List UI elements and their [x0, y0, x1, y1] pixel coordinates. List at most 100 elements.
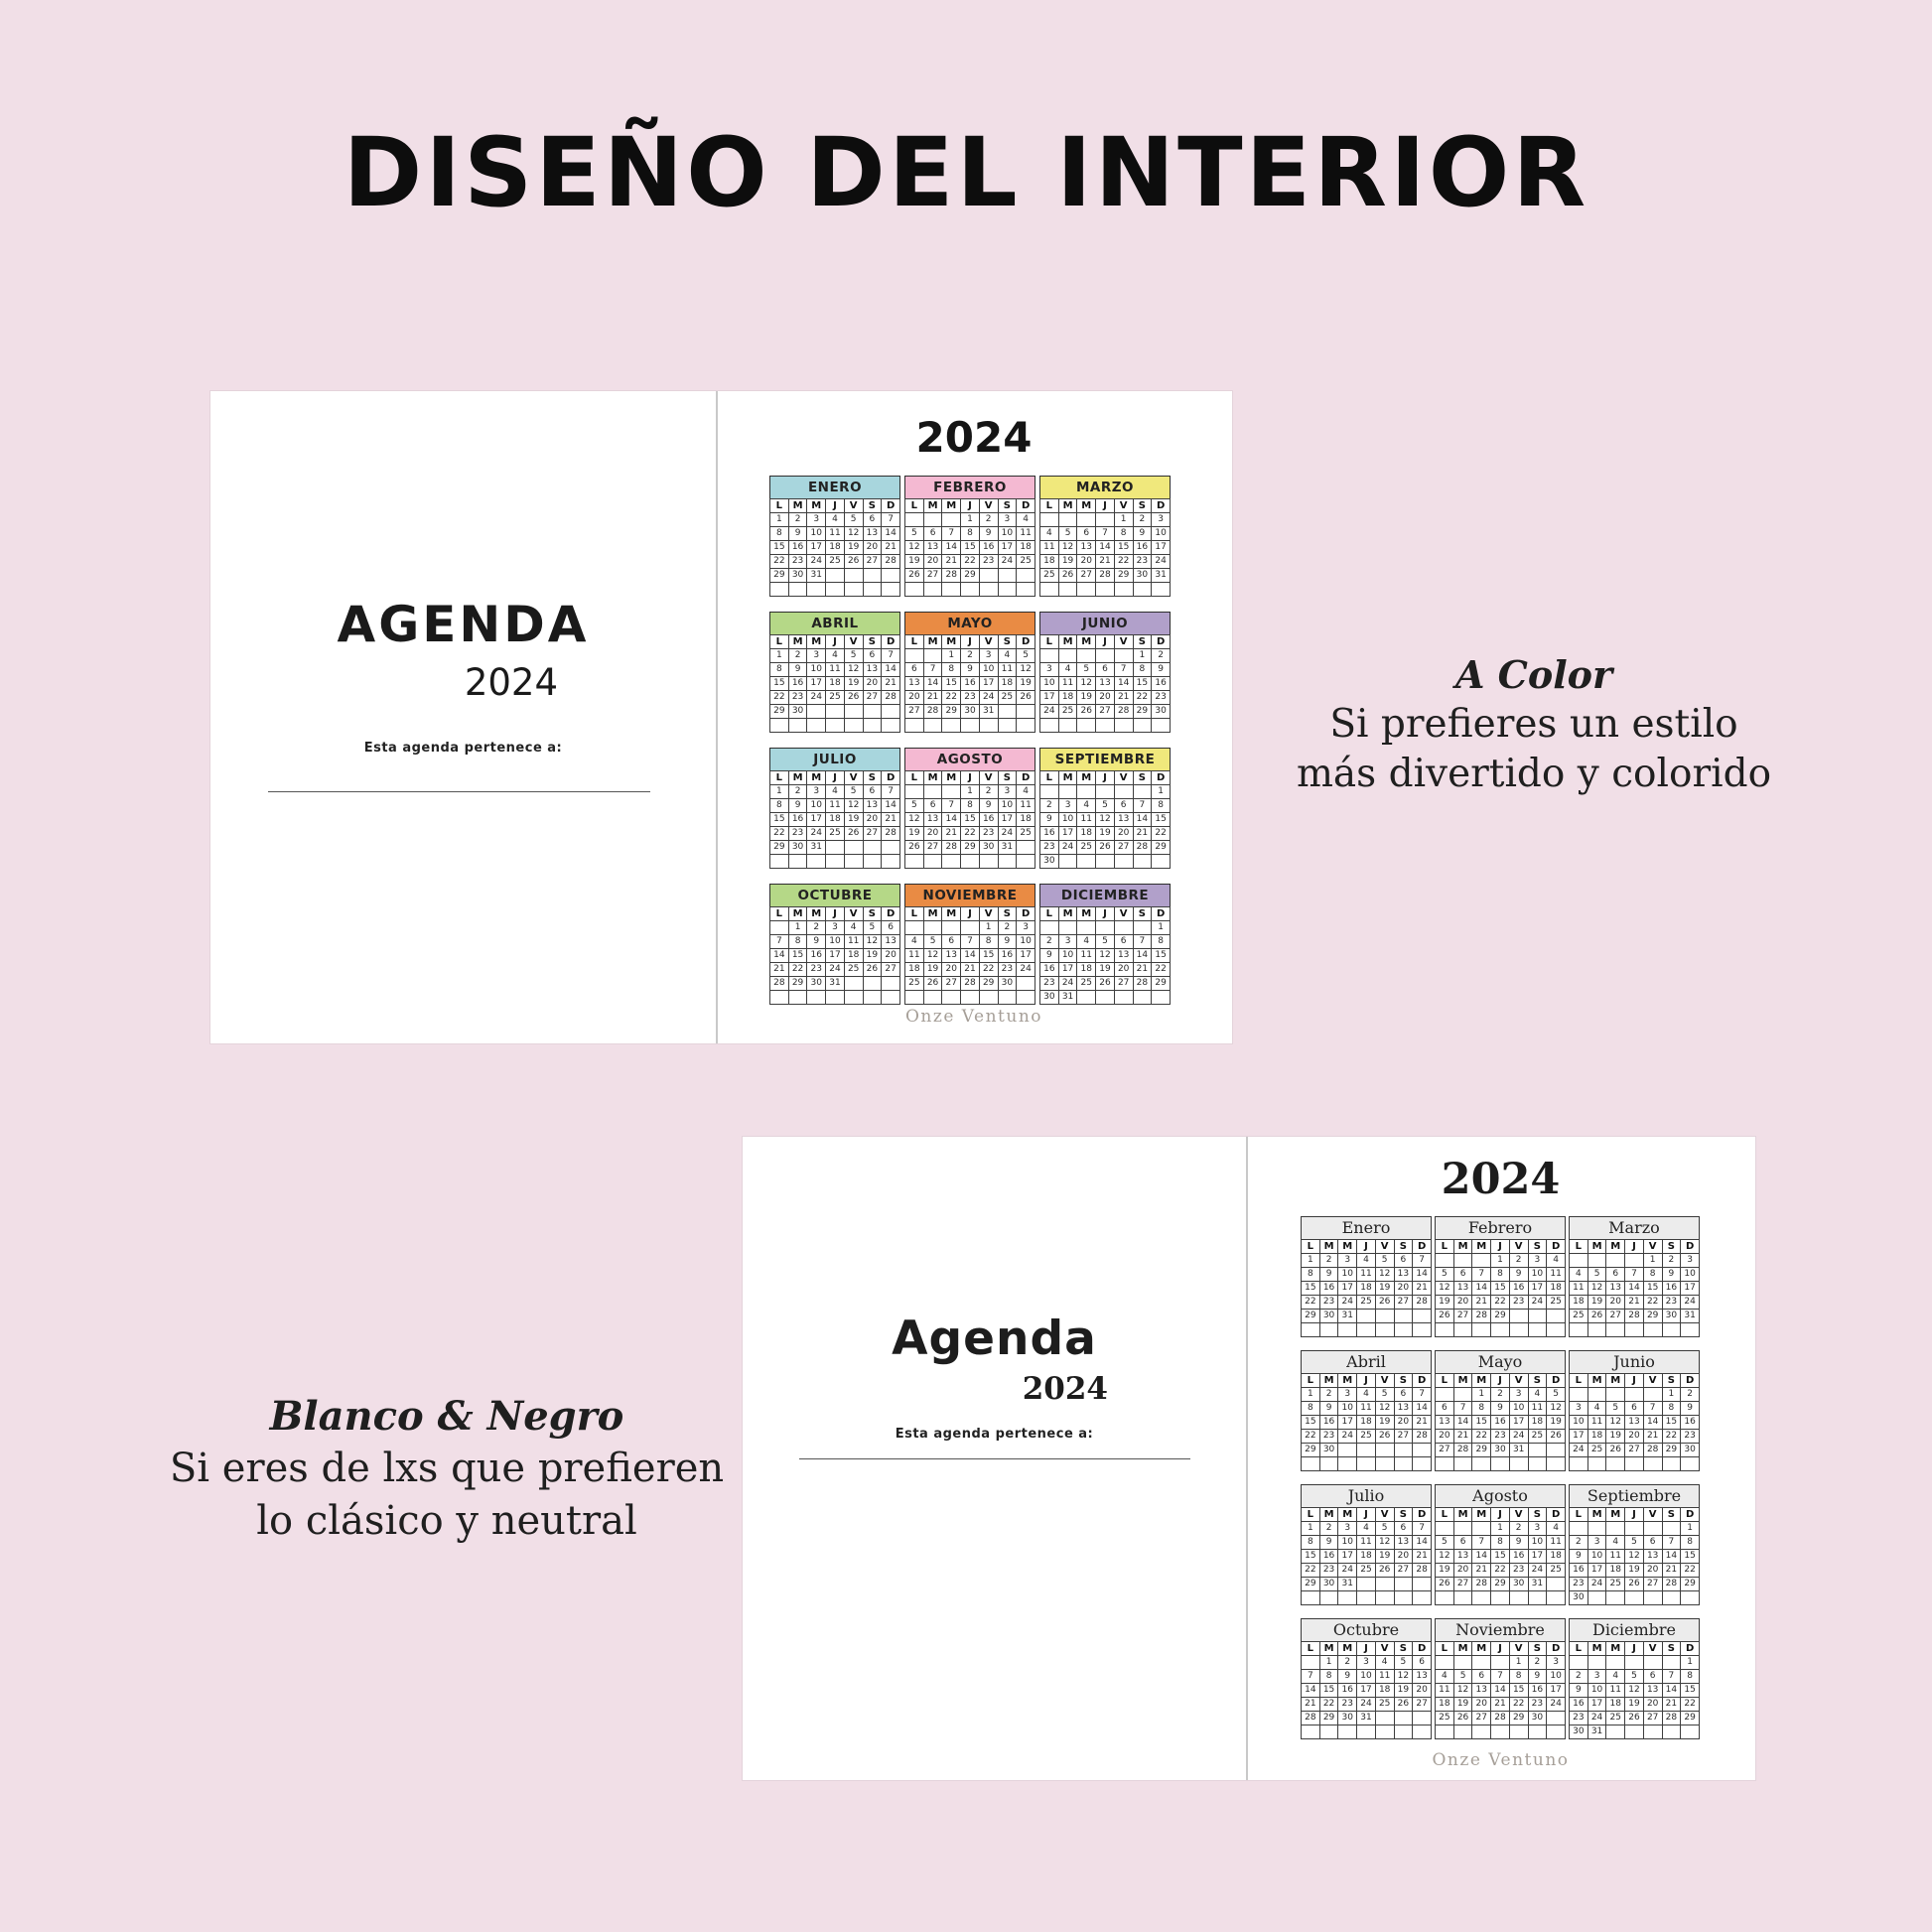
day-cell: 20 [1095, 689, 1115, 705]
day-cell: 9 [1680, 1400, 1700, 1416]
day-cell: 14 [941, 539, 962, 555]
day-cell: 10 [1151, 525, 1171, 541]
weekday-header: M [1057, 633, 1078, 649]
day-cell: 7 [1624, 1266, 1644, 1282]
month-grid-noviembre: L M M J V S D 1 2 3 4 5 6 7 8 9 10 11 12 13 14 15 16 17 18 19 20 21… [904, 905, 1035, 1005]
day-cell: 9 [1318, 1534, 1339, 1550]
day-cell: 31 [978, 703, 999, 719]
day-cell: 25 [1356, 1294, 1376, 1310]
day-cell: 17 [997, 539, 1018, 555]
day-cell [1624, 1589, 1644, 1605]
day-cell: 5 [904, 525, 924, 541]
weekday-header: S [1527, 1238, 1548, 1254]
day-cell: 5 [1624, 1668, 1644, 1684]
day-cell: 2 [1318, 1520, 1339, 1536]
weekday-header: V [1113, 497, 1134, 513]
day-cell [1076, 989, 1097, 1005]
day-cell: 6 [1642, 1668, 1663, 1684]
month-grid-enero: L M M J V S D 1 2 3 4 5 6 7 8 9 10 11 12 13 14 15 16 17 18 19 20 21… [1301, 1238, 1432, 1337]
day-cell [941, 853, 962, 869]
day-cell: 27 [1642, 1576, 1663, 1591]
day-cell [1113, 989, 1134, 1005]
day-cell: 24 [1587, 1576, 1607, 1591]
day-cell [1057, 783, 1078, 799]
day-cell: 6 [904, 661, 924, 677]
weekday-header: D [1016, 633, 1035, 649]
day-cell: 13 [862, 797, 883, 813]
day-cell [1393, 1589, 1414, 1605]
day-cell: 12 [904, 539, 924, 555]
day-cell: 24 [978, 689, 999, 705]
day-cell: 3 [1337, 1252, 1358, 1268]
weekday-header: M [806, 497, 827, 513]
day-cell: 20 [1452, 1294, 1473, 1310]
day-cell: 28 [1452, 1442, 1473, 1457]
day-cell [806, 717, 827, 733]
day-cell: 8 [1151, 933, 1171, 949]
day-cell: 22 [1661, 1428, 1682, 1444]
mini-calendar-octubre: Octubre L M M J V S D 1 2 3 4 5 6 7 8 9 10 11 12 13 14 15 16 17 1… [1301, 1618, 1432, 1739]
day-cell: 28 [881, 553, 900, 569]
day-cell: 11 [1605, 1548, 1626, 1564]
day-cell: 28 [1132, 975, 1153, 991]
day-cell [1435, 1724, 1454, 1739]
month-grid-abril: L M M J V S D 1 2 3 4 5 6 7 8 9 10 11 12 13 14 15 16 17 18 19 20 21… [1301, 1372, 1432, 1471]
day-cell: 9 [787, 661, 808, 677]
day-cell: 3 [1527, 1520, 1548, 1536]
day-cell: 23 [1508, 1562, 1529, 1578]
day-cell: 5 [1587, 1266, 1607, 1282]
weekday-header: J [825, 769, 845, 785]
weekday-header: J [1624, 1506, 1644, 1522]
month-grid-abril: L M M J V S D 1 2 3 4 5 6 7 8 9 10 11 12 13 14 15 16 17 18 19 20 21… [769, 633, 900, 733]
day-cell: 18 [1587, 1428, 1607, 1444]
day-cell [843, 703, 864, 719]
day-cell [960, 919, 980, 935]
day-cell: 1 [1490, 1520, 1510, 1536]
day-cell [1132, 919, 1153, 935]
day-cell [1039, 783, 1059, 799]
day-cell: 20 [1605, 1294, 1626, 1310]
weekday-header: M [1318, 1372, 1339, 1388]
day-cell: 6 [1393, 1252, 1414, 1268]
color-note-heading: A Color [1454, 652, 1613, 697]
day-cell: 12 [843, 661, 864, 677]
day-cell: 28 [922, 703, 943, 719]
day-cell: 22 [1301, 1562, 1320, 1578]
day-cell: 6 [1642, 1534, 1663, 1550]
weekday-header: M [1605, 1372, 1626, 1388]
day-cell [862, 581, 883, 597]
day-cell [922, 647, 943, 663]
day-cell: 19 [1605, 1428, 1626, 1444]
day-cell: 21 [1490, 1696, 1510, 1712]
day-cell: 25 [1076, 975, 1097, 991]
day-cell [1508, 1589, 1529, 1605]
weekday-header: S [997, 905, 1018, 921]
day-cell: 23 [787, 689, 808, 705]
month-header-septiembre: Septiembre [1569, 1484, 1700, 1508]
bw-note-line-2: lo clásico y neutral [256, 1498, 637, 1544]
weekday-header: D [1016, 497, 1035, 513]
day-cell: 28 [941, 567, 962, 583]
day-cell: 4 [1356, 1252, 1376, 1268]
day-cell [922, 581, 943, 597]
day-cell: 9 [1569, 1548, 1588, 1564]
day-cell: 30 [1318, 1308, 1339, 1323]
day-cell: 18 [1356, 1414, 1376, 1430]
day-cell: 1 [960, 783, 980, 799]
day-cell: 23 [1490, 1428, 1510, 1444]
day-cell: 27 [922, 839, 943, 855]
day-cell: 19 [843, 539, 864, 555]
day-cell: 4 [1605, 1668, 1626, 1684]
day-cell: 22 [1132, 689, 1153, 705]
day-cell: 3 [1337, 1386, 1358, 1402]
weekday-header: V [1374, 1372, 1395, 1388]
day-cell [1057, 511, 1078, 527]
day-cell [941, 783, 962, 799]
day-cell [1471, 1520, 1492, 1536]
day-cell [1452, 1455, 1473, 1471]
day-cell: 17 [1508, 1414, 1529, 1430]
day-cell [843, 839, 864, 855]
day-cell [1452, 1321, 1473, 1337]
day-cell: 9 [1527, 1668, 1548, 1684]
day-cell: 6 [1471, 1668, 1492, 1684]
